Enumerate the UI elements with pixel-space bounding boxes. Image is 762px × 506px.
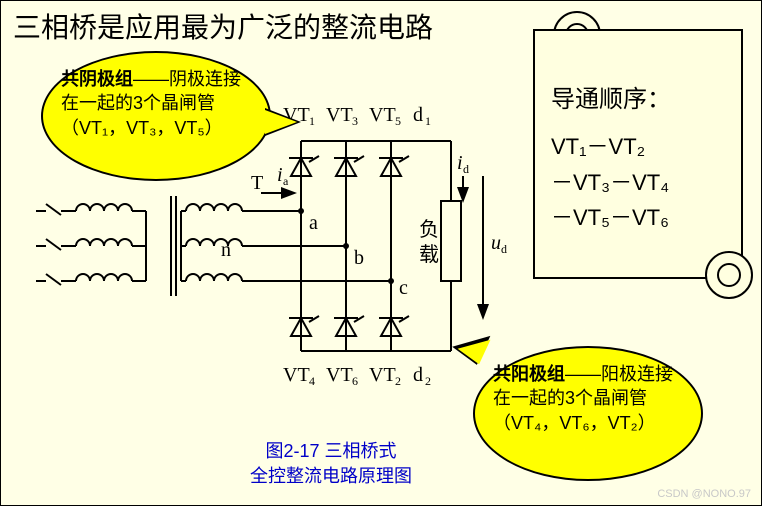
scroll-panel: 导通顺序： VT₁－VT₂ －VT₃－VT₄ －VT₅－VT₆ [533,29,743,279]
svg-text:u: u [491,232,501,254]
svg-text:a: a [309,212,318,234]
caption-line2: 全控整流电路原理图 [201,464,461,489]
svg-text:6: 6 [352,374,358,388]
svg-text:c: c [399,277,408,299]
scroll-line3: －VT₅－VT₆ [551,200,731,235]
figure-caption: 图2-17 三相桥式 全控整流电路原理图 [201,439,461,489]
svg-text:5: 5 [395,114,401,128]
svg-text:VT: VT [326,364,353,386]
label-neutral: n [221,239,231,261]
svg-text:d: d [413,104,423,126]
caption-line1: 图2-17 三相桥式 [201,439,461,464]
svg-text:i: i [277,164,283,186]
svg-text:4: 4 [309,374,315,388]
page-root: 三相桥是应用最为广泛的整流电路 共阴极组——阴极连接在一起的3个晶闸管（VT₁，… [0,0,762,506]
svg-text:VT: VT [326,104,353,126]
scroll-header: 导通顺序： [551,81,731,119]
svg-text:d: d [463,162,469,176]
svg-text:VT: VT [369,364,396,386]
bubble-bot-dash: —— [565,364,601,384]
watermark: CSDN @NONO.97 [657,488,751,500]
svg-text:负: 负 [419,218,439,241]
svg-text:3: 3 [352,114,358,128]
bubble-anode-group: 共阳极组——阳极连接在一起的3个晶闸管（VT₄，VT₆，VT₂） [473,346,703,481]
scroll-curl-icon [705,251,753,299]
svg-text:d: d [501,242,507,256]
scroll-line1: VT₁－VT₂ [551,129,731,164]
svg-text:b: b [354,247,364,269]
svg-text:a: a [283,174,289,188]
svg-text:T: T [251,172,263,194]
svg-text:VT: VT [283,364,310,386]
svg-text:d: d [413,364,423,386]
svg-text:2: 2 [395,374,401,388]
svg-text:2: 2 [425,374,431,388]
svg-text:i: i [457,152,463,174]
svg-text:1: 1 [309,114,315,128]
scroll-line2: －VT₃－VT₄ [551,165,731,200]
svg-text:VT: VT [369,104,396,126]
bubble-bot-bold: 共阳极组 [493,364,565,384]
page-title: 三相桥是应用最为广泛的整流电路 [13,6,433,46]
svg-text:1: 1 [425,114,431,128]
svg-text:载: 载 [419,243,439,266]
